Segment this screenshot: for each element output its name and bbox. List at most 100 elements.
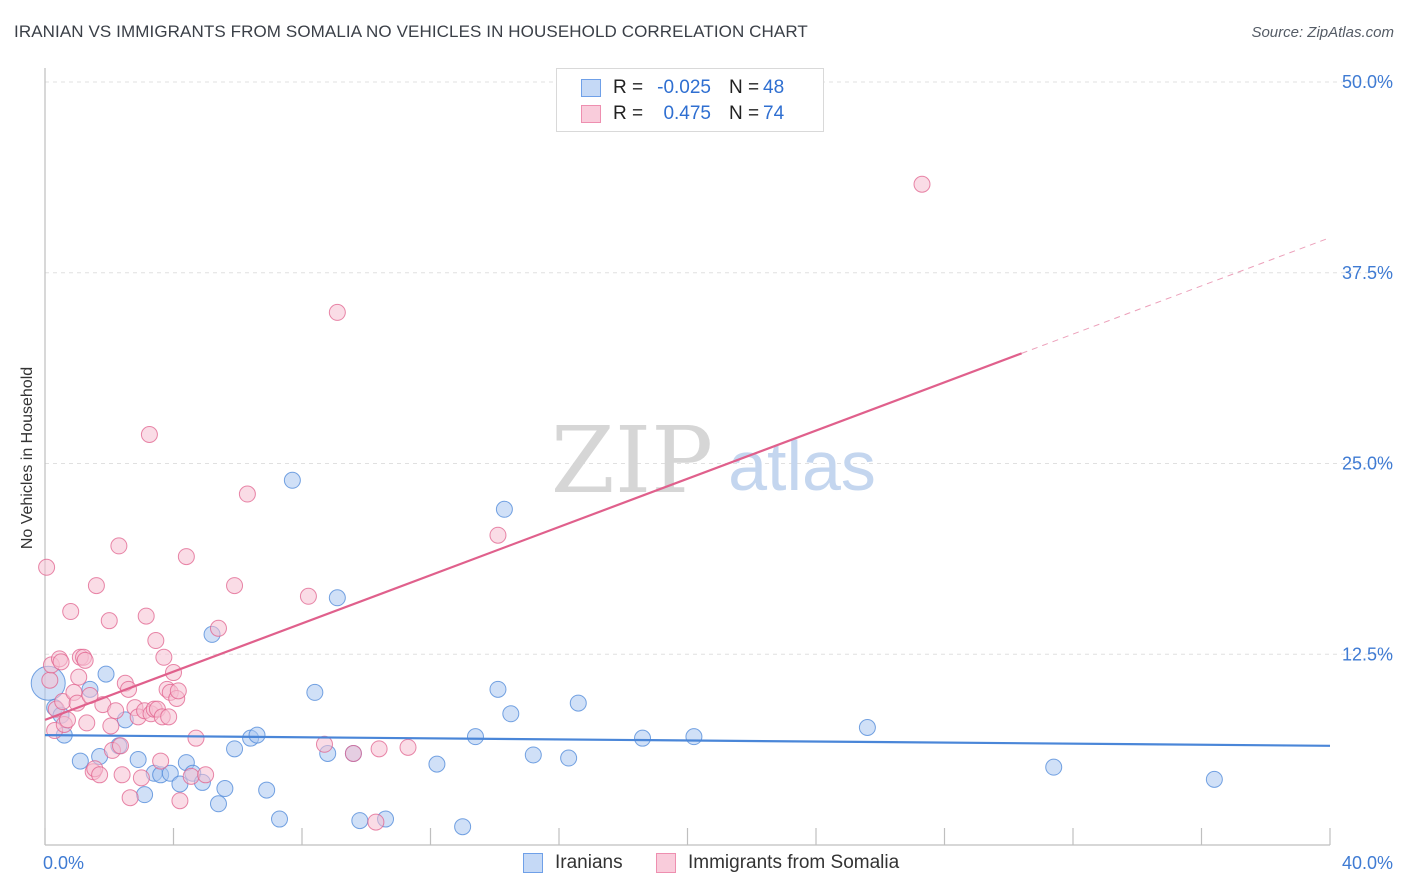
point-somalia: [182, 767, 200, 785]
point-iranians: [466, 728, 484, 746]
point-somalia: [226, 577, 244, 595]
point-somalia: [171, 792, 189, 810]
point-somalia: [344, 744, 362, 762]
point-somalia: [238, 485, 256, 503]
point-iranians: [306, 683, 324, 701]
point-somalia: [370, 740, 388, 758]
point-somalia: [87, 577, 105, 595]
watermark-atlas: atlas: [728, 427, 876, 505]
trend-somalia-extension: [1021, 237, 1331, 354]
point-iranians: [129, 751, 147, 769]
point-somalia: [121, 789, 139, 807]
tick-labels: 12.5% 25.0% 37.5% 50.0% 0.0% 40.0%: [43, 72, 1393, 873]
point-somalia: [76, 651, 94, 669]
point-somalia: [913, 175, 931, 193]
legend-r-label: R =: [613, 77, 644, 98]
point-iranians: [1205, 770, 1223, 788]
chart-title: IRANIAN VS IMMIGRANTS FROM SOMALIA NO VE…: [14, 22, 808, 41]
legend-r-value: 0.475: [663, 103, 711, 124]
point-somalia: [140, 426, 158, 444]
point-iranians: [258, 781, 276, 799]
legend-swatch-iranians: [581, 79, 601, 97]
point-iranians: [271, 810, 289, 828]
legend-n-label: N =: [729, 103, 760, 124]
point-somalia: [100, 612, 118, 630]
point-somalia: [102, 717, 120, 735]
point-somalia: [137, 607, 155, 625]
y-tick-label: 25.0%: [1342, 454, 1393, 474]
axes: [44, 68, 1331, 846]
source-label: Source: ZipAtlas.com: [1251, 24, 1394, 41]
point-iranians: [489, 680, 507, 698]
point-somalia: [197, 766, 215, 784]
point-iranians: [1045, 758, 1063, 776]
point-iranians: [216, 780, 234, 798]
point-somalia: [367, 813, 385, 831]
point-somalia: [315, 735, 333, 753]
legend-n-value: 48: [763, 77, 785, 98]
gridlines: [45, 81, 1392, 655]
point-iranians: [569, 694, 587, 712]
point-iranians: [502, 705, 520, 723]
point-somalia: [132, 769, 150, 787]
point-somalia: [38, 558, 56, 576]
point-iranians: [634, 729, 652, 747]
point-somalia: [78, 714, 96, 732]
point-iranians: [328, 589, 346, 607]
series-swatch-iranians: [523, 853, 543, 873]
series-swatch-somalia: [656, 853, 676, 873]
point-iranians: [283, 471, 301, 489]
point-iranians: [97, 665, 115, 683]
point-somalia: [177, 548, 195, 566]
point-somalia: [52, 653, 70, 671]
trend-lines: [44, 237, 1331, 747]
series-legend-somalia[interactable]: Immigrants from Somalia: [656, 852, 899, 874]
trend-somalia: [44, 352, 1022, 721]
legend-r-value: -0.025: [657, 77, 711, 98]
point-iranians: [454, 818, 472, 836]
series-label-somalia: Immigrants from Somalia: [688, 852, 900, 873]
point-iranians: [161, 764, 179, 782]
y-tick-label: 12.5%: [1342, 644, 1393, 664]
series-label-iranians: Iranians: [555, 852, 623, 873]
point-somalia: [111, 737, 129, 755]
point-iranians: [560, 749, 578, 767]
point-somalia: [155, 648, 173, 666]
point-iranians: [428, 755, 446, 773]
point-somalia: [110, 537, 128, 555]
point-iranians: [71, 752, 89, 770]
point-somalia: [113, 766, 131, 784]
point-iranians: [524, 746, 542, 764]
point-iranians: [685, 728, 703, 746]
series-legend-iranians[interactable]: Iranians: [523, 852, 623, 874]
point-iranians: [226, 740, 244, 758]
x-tick-label: 0.0%: [43, 853, 84, 873]
point-somalia: [160, 708, 178, 726]
point-somalia: [152, 752, 170, 770]
point-iranians: [248, 726, 266, 744]
point-somalia: [91, 766, 109, 784]
y-tick-label: 37.5%: [1342, 263, 1393, 283]
legend-swatch-somalia: [581, 105, 601, 123]
point-iranians: [351, 812, 369, 830]
watermark-zip: ZIP: [551, 407, 713, 514]
y-tick-label: 50.0%: [1342, 72, 1393, 92]
series-legend: Iranians Immigrants from Somalia: [0, 852, 1406, 876]
point-somalia: [41, 671, 59, 689]
point-iranians: [858, 718, 876, 736]
point-iranians: [495, 500, 513, 518]
legend-row-somalia: R = 0.475 N = 74: [581, 102, 803, 126]
point-iranians: [209, 795, 227, 813]
point-somalia: [169, 682, 187, 700]
point-somalia: [399, 738, 417, 756]
legend-n-label: N =: [729, 77, 760, 98]
x-tick-label: 40.0%: [1342, 853, 1393, 873]
legend-row-iranians: R = -0.025 N = 48: [581, 76, 803, 100]
point-somalia: [209, 619, 227, 637]
point-somalia: [147, 632, 165, 650]
legend-r-label: R =: [613, 103, 644, 124]
correlation-legend: R = -0.025 N = 48 R = 0.475 N = 74: [556, 68, 824, 132]
watermark: ZIP atlas: [551, 407, 876, 514]
point-somalia: [328, 303, 346, 321]
point-somalia: [489, 526, 507, 544]
